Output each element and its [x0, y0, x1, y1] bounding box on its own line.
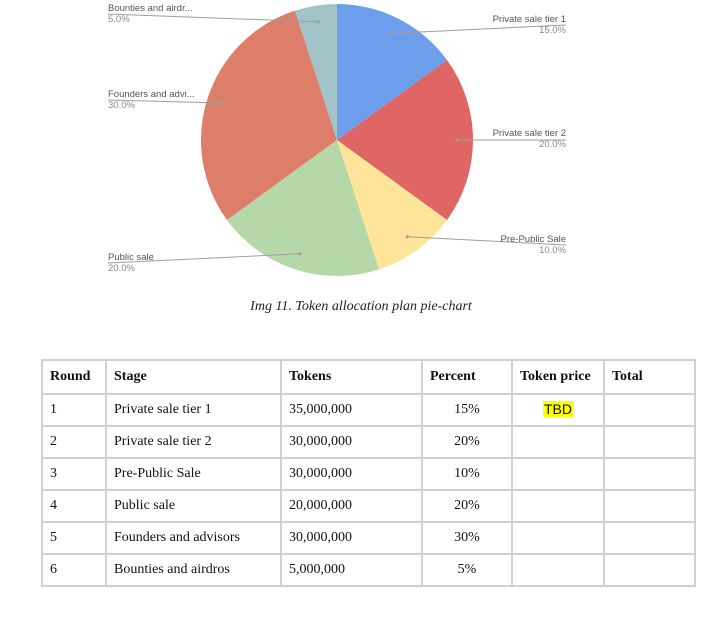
cell-percent: 20% [421, 425, 513, 459]
cell-percent: 10% [421, 457, 513, 491]
slice-name: Founders and advi... [108, 89, 195, 100]
table-row: 6 Bounties and airdros 5,000,000 5% [41, 553, 696, 587]
slice-label-pre-public-sale: Pre-Public Sale 10.0% [440, 234, 566, 256]
leader-line [107, 13, 319, 23]
cell-round: 5 [41, 521, 107, 555]
leader-line [391, 24, 567, 34]
leader-dot [389, 31, 393, 35]
header-round: Round [41, 359, 107, 395]
leader-dot [455, 138, 459, 142]
table-row: 2 Private sale tier 2 30,000,000 20% [41, 425, 696, 459]
cell-tokens: 30,000,000 [280, 425, 423, 459]
cell-token-price: TBD [511, 393, 605, 427]
tbd-highlight: TBD [543, 401, 573, 417]
slice-percent: 20.0% [539, 139, 566, 150]
cell-total [603, 553, 696, 587]
pie-slice-bounties-and-airdros [294, 4, 337, 140]
cell-total [603, 393, 696, 427]
pie-chart-svg [107, 4, 567, 276]
cell-round: 1 [41, 393, 107, 427]
pie-slice-private-sale-tier-1 [337, 4, 448, 140]
cell-stage: Bounties and airdros [105, 553, 282, 587]
header-tokens: Tokens [280, 359, 423, 395]
leader-dot [316, 20, 320, 24]
leader-dot [298, 252, 302, 256]
cell-token-price [511, 521, 605, 555]
slice-percent: 30.0% [108, 100, 135, 111]
cell-tokens: 30,000,000 [280, 521, 423, 555]
cell-round: 3 [41, 457, 107, 491]
slice-name: Bounties and airdr... [108, 3, 193, 14]
slice-label-bounties-and-airdros: Bounties and airdr... 5.0% [108, 3, 193, 25]
cell-token-price [511, 425, 605, 459]
pie-slice-private-sale-tier-2 [337, 60, 474, 220]
header-token-price: Token price [511, 359, 605, 395]
cell-token-price [511, 457, 605, 491]
cell-total [603, 425, 696, 459]
cell-round: 6 [41, 553, 107, 587]
slice-name: Pre-Public Sale [500, 234, 566, 245]
slice-percent: 20.0% [108, 263, 135, 274]
table-row: 4 Public sale 20,000,000 20% [41, 489, 696, 523]
slice-percent: 10.0% [539, 245, 566, 256]
leader-dot [221, 101, 225, 105]
cell-percent: 5% [421, 553, 513, 587]
slice-label-founders-and-advisors: Founders and advi... 30.0% [108, 89, 195, 111]
leader-dot [405, 235, 409, 239]
cell-stage: Founders and advisors [105, 521, 282, 555]
table-row: 5 Founders and advisors 30,000,000 30% [41, 521, 696, 555]
cell-percent: 30% [421, 521, 513, 555]
table-header-row: Round Stage Tokens Percent Token price T… [41, 359, 696, 395]
cell-total [603, 457, 696, 491]
slice-name: Public sale [108, 252, 154, 263]
cell-token-price [511, 489, 605, 523]
token-allocation-table: Round Stage Tokens Percent Token price T… [41, 359, 696, 587]
slice-name: Private sale tier 2 [492, 128, 566, 139]
leader-line [107, 99, 224, 104]
pie-slice-founders-and-advisors [200, 10, 337, 220]
slice-label-public-sale: Public sale 20.0% [108, 252, 154, 274]
cell-stage: Public sale [105, 489, 282, 523]
figure-caption: Img 11. Token allocation plan pie-chart [250, 299, 472, 314]
leader-line [407, 236, 567, 246]
header-total: Total [603, 359, 696, 395]
cell-tokens: 35,000,000 [280, 393, 423, 427]
pie-chart: Private sale tier 1 15.0% Private sale t… [0, 0, 722, 290]
cell-tokens: 5,000,000 [280, 553, 423, 587]
cell-round: 4 [41, 489, 107, 523]
cell-percent: 20% [421, 489, 513, 523]
cell-round: 2 [41, 425, 107, 459]
table-row: 3 Pre-Public Sale 30,000,000 10% [41, 457, 696, 491]
cell-stage: Private sale tier 1 [105, 393, 282, 427]
slice-label-private-sale-tier-2: Private sale tier 2 20.0% [440, 128, 566, 150]
cell-total [603, 489, 696, 523]
cell-stage: Private sale tier 2 [105, 425, 282, 459]
cell-total [603, 521, 696, 555]
slice-label-private-sale-tier-1: Private sale tier 1 15.0% [440, 14, 566, 36]
slice-name: Private sale tier 1 [492, 14, 566, 25]
header-percent: Percent [421, 359, 513, 395]
leader-line [107, 253, 301, 264]
slice-percent: 5.0% [108, 14, 130, 25]
cell-token-price [511, 553, 605, 587]
cell-percent: 15% [421, 393, 513, 427]
cell-tokens: 20,000,000 [280, 489, 423, 523]
header-stage: Stage [105, 359, 282, 395]
cell-tokens: 30,000,000 [280, 457, 423, 491]
pie-slice-public-sale [226, 140, 380, 276]
slice-percent: 15.0% [539, 25, 566, 36]
cell-stage: Pre-Public Sale [105, 457, 282, 491]
table-row: 1 Private sale tier 1 35,000,000 15% TBD [41, 393, 696, 427]
